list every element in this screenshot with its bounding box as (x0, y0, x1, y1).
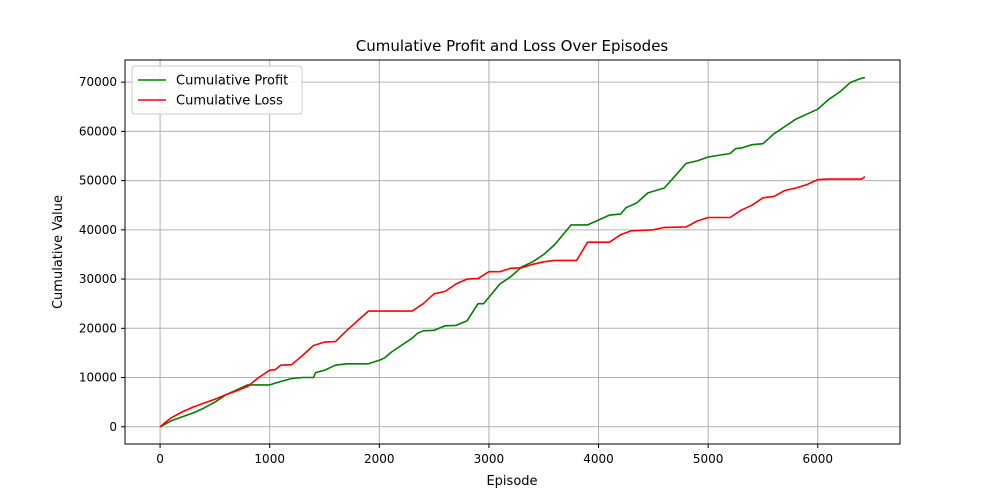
x-tick-label: 2000 (364, 452, 395, 466)
x-axis-label: Episode (486, 474, 537, 489)
y-tick-label: 0 (109, 420, 117, 434)
series-layer (159, 76, 866, 428)
y-tick-label: 60000 (79, 124, 117, 138)
y-tick-label: 40000 (79, 223, 117, 237)
y-tick-label: 50000 (79, 174, 117, 188)
y-tick-label: 70000 (79, 75, 117, 89)
cumulative-loss-legend-label: Cumulative Loss (176, 94, 283, 109)
x-tick-label: 0 (156, 452, 164, 466)
tick-layer: 0 1000 2000 3000 4000 5000 6000010000200003000… (79, 75, 833, 466)
y-axis-label: Cumulative Value (51, 195, 66, 309)
legend: Cumulative Profit Cumulative Loss (131, 65, 303, 115)
x-tick-label: 1000 (254, 452, 285, 466)
cumulative-profit-legend-label: Cumulative Profit (176, 74, 288, 89)
cumulative-profit-line (159, 76, 866, 428)
y-tick-label: 20000 (79, 321, 117, 335)
plot-frame (124, 59, 901, 445)
y-tick-label: 30000 (79, 272, 117, 286)
chart-title: Cumulative Profit and Loss Over Episodes (356, 37, 669, 55)
x-tick-label: 3000 (474, 452, 505, 466)
legend-box (131, 65, 303, 115)
x-tick-label: 4000 (583, 452, 614, 466)
grid-layer (125, 60, 900, 444)
cumulative-loss-line (159, 176, 866, 428)
y-tick-label: 10000 (79, 371, 117, 385)
x-tick-label: 6000 (803, 452, 834, 466)
x-tick-label: 5000 (693, 452, 724, 466)
